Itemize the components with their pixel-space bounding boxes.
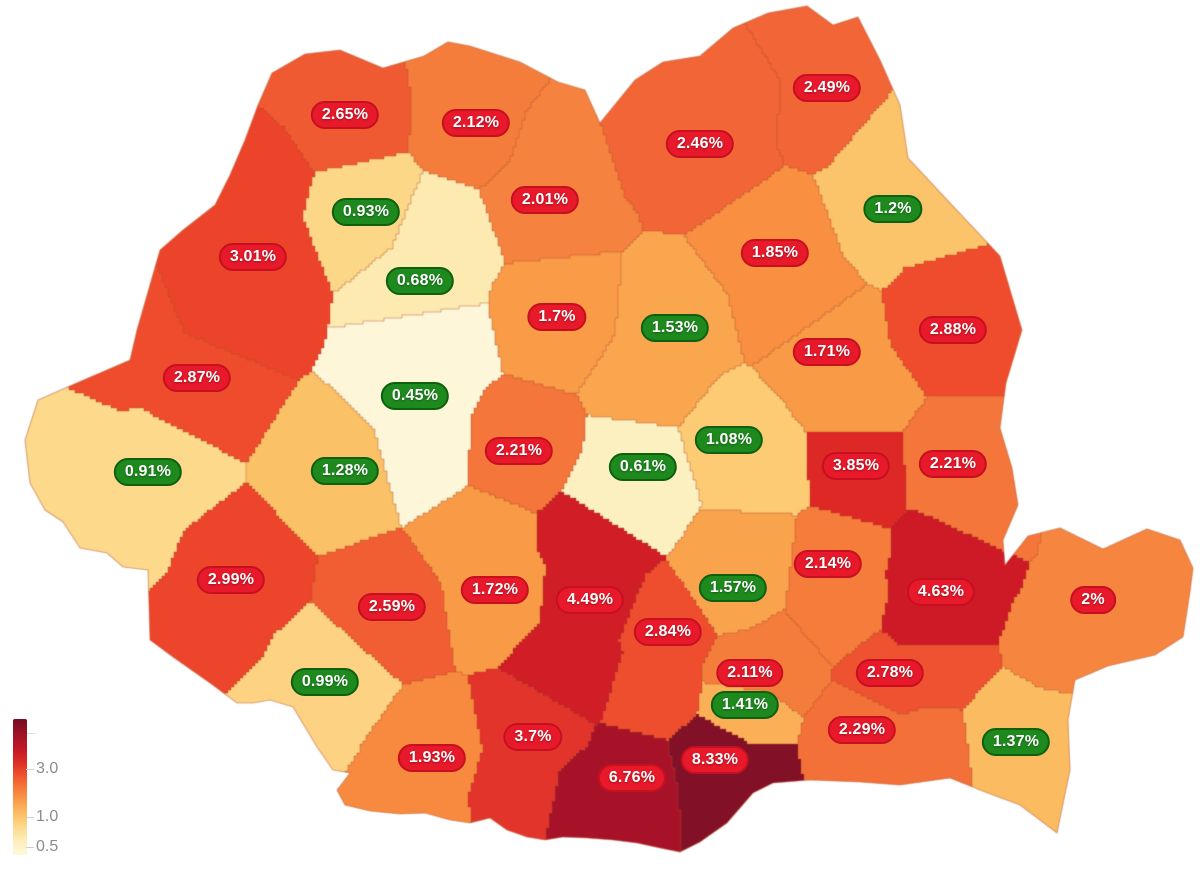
region-badge: 0.61% [608,453,678,481]
region-badge: 2.11% [716,659,784,687]
region-badge: 2.29% [827,716,897,744]
region-badge: 2.12% [441,109,511,137]
region-badge: 8.33% [680,746,750,774]
region-badge: 2.46% [665,130,735,158]
region-badge: 1.08% [694,426,764,454]
region-badge: 1.85% [740,239,810,267]
region-badge: 2.49% [792,74,862,102]
region-badge: 1.2% [863,195,923,223]
region-badge: 2.59% [357,593,427,621]
region-badge: 2.84% [633,618,703,646]
region-badge: 3.85% [821,452,891,480]
region-badge: 2.78% [855,659,925,687]
region-badge: 1.41% [710,691,780,719]
region-badge: 3.7% [503,723,563,751]
region-badge: 2.14% [793,550,863,578]
region-badge: 1.71% [792,338,862,366]
region-badge: 2.87% [162,364,232,392]
region-badge: 1.57% [698,574,768,602]
region-badge: 3.01% [218,243,288,271]
region-badge: 2% [1070,586,1116,614]
region-badge: 0.99% [290,668,360,696]
region-badge: 1.93% [397,744,467,772]
region-badge: 4.49% [555,586,625,614]
region-badge: 2.21% [918,450,988,478]
region-badge: 1.53% [640,314,710,342]
region-badge: 1.72% [460,576,530,604]
region-badge: 2.88% [918,316,988,344]
region-badge: 4.63% [906,578,976,606]
region-badge: 2.01% [510,186,580,214]
region-badge: 2.21% [484,437,554,465]
region-badge: 1.28% [310,457,380,485]
region-badge: 0.93% [331,198,401,226]
region-badge: 0.45% [380,382,450,410]
region-badge: 1.37% [981,728,1051,756]
region-badge: 0.91% [113,458,183,486]
region-badge: 2.65% [310,101,380,129]
region-badge: 1.7% [527,303,587,331]
region-badge: 6.76% [597,764,667,792]
region-badge: 0.68% [385,267,455,295]
region-badge: 2.99% [196,566,266,594]
